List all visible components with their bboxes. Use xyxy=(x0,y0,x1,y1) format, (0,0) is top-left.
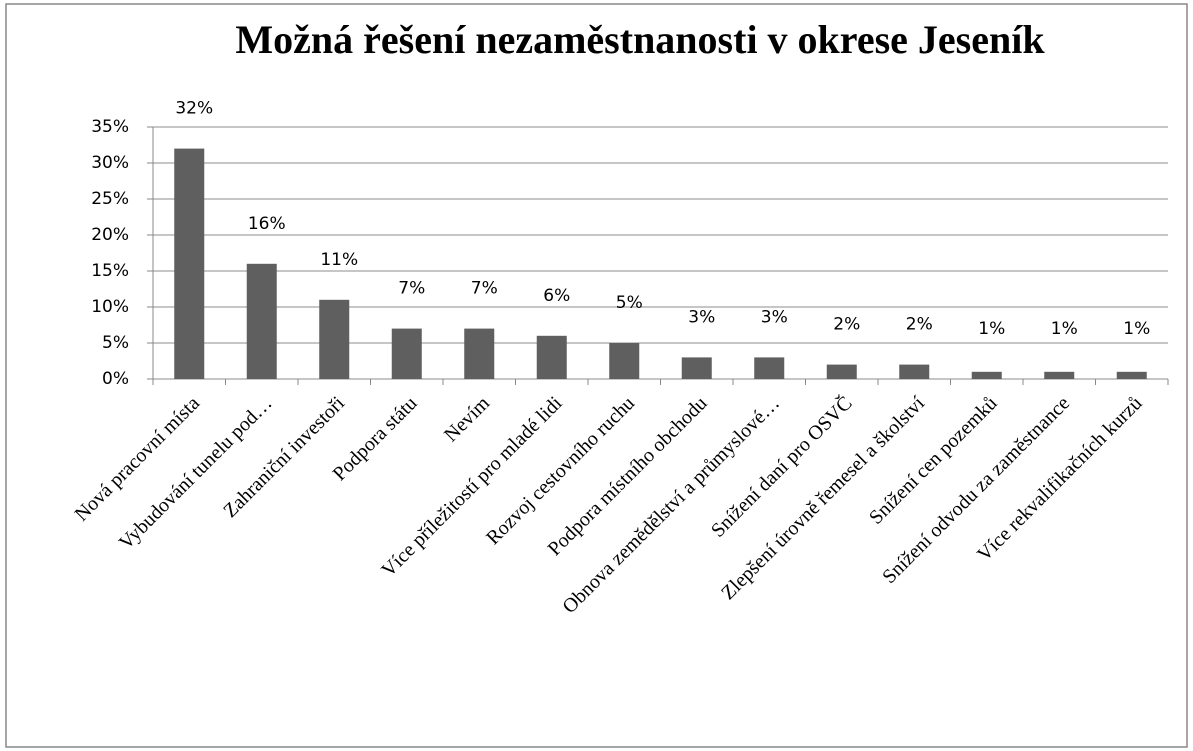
data-label: 1% xyxy=(1123,319,1150,339)
bar xyxy=(174,148,205,379)
bar xyxy=(609,343,640,379)
y-tick-label: 25% xyxy=(91,189,129,209)
bar xyxy=(899,364,930,379)
y-tick-label: 10% xyxy=(91,297,129,317)
data-label: 2% xyxy=(833,315,860,335)
data-label: 1% xyxy=(1051,319,1078,339)
chart-title: Možná řešení nezaměstnanosti v okrese Je… xyxy=(235,17,1045,62)
bar xyxy=(1116,371,1147,379)
bar xyxy=(464,328,495,379)
bar xyxy=(391,328,422,379)
data-label: 7% xyxy=(398,279,425,299)
data-label: 5% xyxy=(616,293,643,313)
data-label: 11% xyxy=(320,250,358,270)
bar xyxy=(319,299,350,379)
bar xyxy=(754,357,785,379)
y-tick-label: 30% xyxy=(91,153,129,173)
y-tick-label: 20% xyxy=(91,225,129,245)
data-label: 3% xyxy=(688,307,715,327)
y-tick-label: 15% xyxy=(91,261,129,281)
data-label: 3% xyxy=(761,307,788,327)
bar xyxy=(971,371,1002,379)
bar xyxy=(536,335,567,379)
bar xyxy=(681,357,712,379)
y-tick-label: 0% xyxy=(102,369,129,389)
bar xyxy=(246,263,277,379)
data-label: 7% xyxy=(471,279,498,299)
data-label: 16% xyxy=(248,214,286,234)
data-label: 2% xyxy=(906,315,933,335)
y-tick-label: 5% xyxy=(102,333,129,353)
data-label: 1% xyxy=(978,319,1005,339)
bar xyxy=(826,364,857,379)
data-label: 6% xyxy=(543,286,570,306)
data-label: 32% xyxy=(175,99,213,119)
y-tick-label: 35% xyxy=(91,117,129,137)
bar xyxy=(1044,371,1075,379)
